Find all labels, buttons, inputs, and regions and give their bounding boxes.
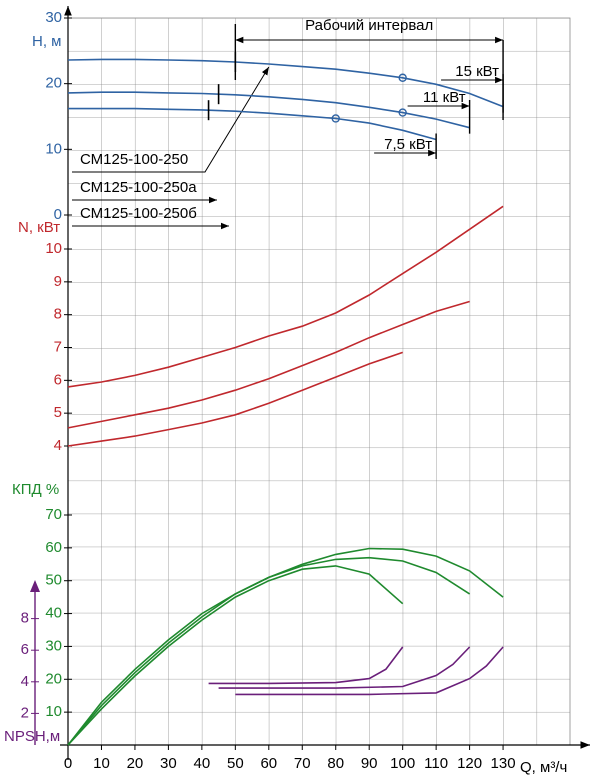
- x-tick-label: 120: [457, 755, 482, 772]
- y-tick-label: 40: [45, 605, 62, 622]
- x-tick-label: 30: [160, 755, 177, 772]
- series-leader: [72, 66, 270, 173]
- x-tick-label: 10: [93, 755, 110, 772]
- y-tick-label: 10: [45, 703, 62, 720]
- grid: [67, 17, 571, 746]
- curve: [67, 565, 404, 746]
- x-tick-label: 40: [194, 755, 211, 772]
- y-tick-label: 2: [21, 704, 29, 721]
- curve: [67, 351, 403, 447]
- power-label: 15 кВт: [455, 63, 499, 80]
- x-tick-label: 70: [294, 755, 311, 772]
- y-tick-label: 10: [45, 140, 62, 157]
- y-tick-label: 30: [45, 637, 62, 654]
- power-label: 11 кВт: [423, 89, 466, 106]
- series-label: СМ125-100-250а: [80, 179, 197, 196]
- y-tick-label: 30: [45, 9, 62, 26]
- x-tick-label: 130: [491, 755, 516, 772]
- power-label: 7,5 кВт: [384, 136, 432, 153]
- y-tick-label: 7: [54, 338, 62, 355]
- interval-label: Рабочий интервал: [305, 17, 433, 34]
- y-axis-title: NPSH,м: [4, 728, 60, 745]
- curve: [218, 646, 471, 689]
- y-tick-label: 8: [21, 610, 29, 627]
- y-tick-label: 70: [45, 506, 62, 523]
- point-marker: [398, 73, 407, 82]
- y-axis-title: N, кВт: [18, 219, 60, 236]
- y-tick-label: 60: [45, 539, 62, 556]
- curve: [67, 205, 504, 388]
- y-tick-label: 10: [45, 240, 62, 257]
- y-tick-label: 6: [21, 641, 29, 658]
- point-marker: [331, 114, 340, 123]
- x-tick-label: 100: [390, 755, 415, 772]
- x-tick-label: 0: [64, 755, 72, 772]
- x-tick-label: 60: [260, 755, 277, 772]
- x-tick-label: 110: [424, 755, 448, 772]
- y-tick-label: 9: [54, 273, 62, 290]
- y-tick-label: 8: [54, 306, 62, 323]
- y-axis-title: H, м: [32, 33, 61, 50]
- curve: [68, 107, 437, 141]
- y-tick-label: 4: [54, 437, 62, 454]
- curve: [67, 91, 470, 129]
- x-axis-title: Q, м³/ч: [520, 759, 567, 776]
- y-tick-label: 50: [45, 572, 62, 589]
- x-tick-label: 80: [327, 755, 344, 772]
- point-marker: [398, 108, 407, 117]
- y-tick-label: 6: [54, 371, 62, 388]
- curve: [67, 300, 470, 429]
- x-tick-label: 50: [227, 755, 244, 772]
- y-tick-label: 4: [21, 673, 29, 690]
- y-tick-label: 20: [45, 670, 62, 687]
- series-label: СМ125-100-250: [80, 151, 188, 168]
- y-tick-label: 0: [54, 206, 62, 223]
- curve: [235, 646, 504, 696]
- y-axis-title: КПД %: [12, 481, 59, 498]
- x-tick-label: 90: [361, 755, 378, 772]
- y-tick-label: 20: [45, 75, 62, 92]
- curve: [67, 58, 504, 108]
- series-label: СМ125-100-250б: [80, 205, 197, 222]
- y-tick-label: 5: [54, 404, 62, 421]
- npsh-axis-arrow: [30, 580, 40, 592]
- x-tick-label: 20: [127, 755, 144, 772]
- curve: [208, 646, 404, 685]
- curve: [67, 556, 471, 746]
